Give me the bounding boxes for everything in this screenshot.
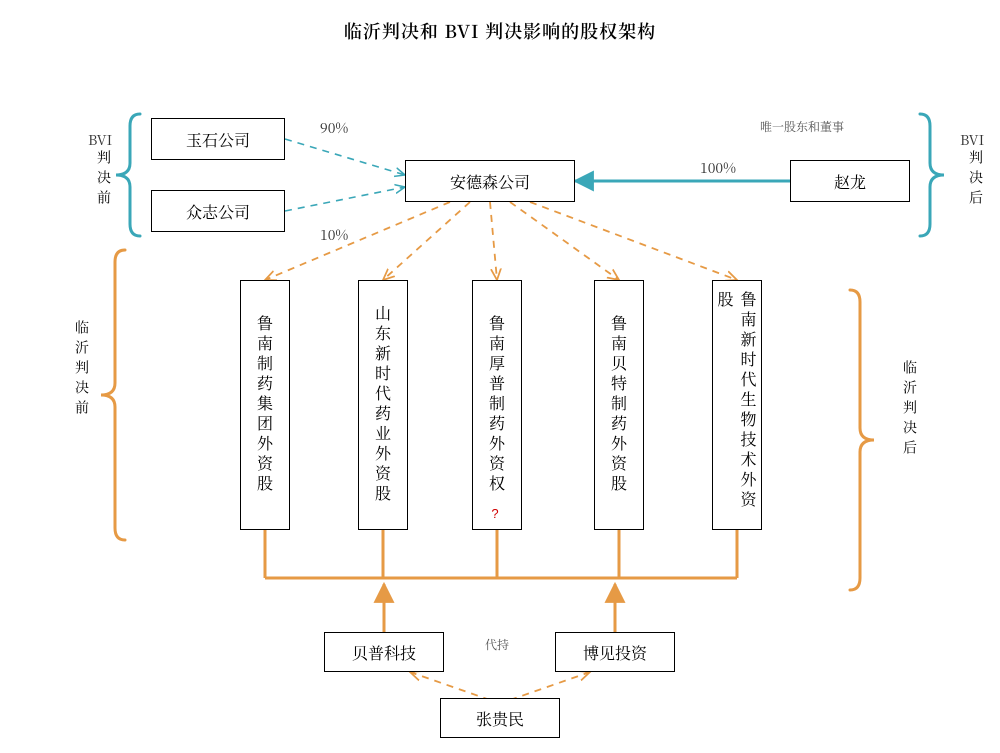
label-daichi: 代持 xyxy=(485,636,509,653)
node-anderson: 安德森公司 xyxy=(405,160,575,202)
node-bojian: 博见投资 xyxy=(555,632,675,672)
node-label: 鲁南制药集团外资股 xyxy=(254,315,277,495)
node-label: 赵龙 xyxy=(834,170,866,193)
node-label: 鲁南厚普制药外资权 xyxy=(486,315,509,495)
label-linyi-before: 临沂判决前 xyxy=(72,320,92,420)
label-bvi-after-top: BVI xyxy=(960,130,984,150)
label-bvi-before-v: 判决前 xyxy=(94,150,114,210)
red-question-mark: ? xyxy=(491,506,502,521)
node-label: 安德森公司 xyxy=(450,170,530,193)
node-label: 鲁南新时代生物技术外资股 xyxy=(714,291,760,519)
label-90pct: 90% xyxy=(320,118,348,138)
node-label: 贝普科技 xyxy=(352,641,416,664)
node-label: 众志公司 xyxy=(186,200,250,223)
node-yushi: 玉石公司 xyxy=(151,118,285,160)
node-sub5: 鲁南新时代生物技术外资股 xyxy=(712,280,762,530)
node-zhongzhi: 众志公司 xyxy=(151,190,285,232)
label-linyi-after: 临沂判决后 xyxy=(900,360,920,460)
label-100pct: 100% xyxy=(700,158,736,178)
label-sole-shareholder: 唯一股东和董事 xyxy=(760,118,844,135)
node-label: 张贵民 xyxy=(476,707,524,730)
node-sub3: 鲁南厚普制药外资权 ? xyxy=(472,280,522,530)
node-sub4: 鲁南贝特制药外资股 xyxy=(594,280,644,530)
label-bvi-after-v: 判决后 xyxy=(966,150,986,210)
node-beipu: 贝普科技 xyxy=(324,632,444,672)
node-label: 山东新时代药业外资股 xyxy=(372,305,395,505)
page-title: 临沂判决和 BVI 判决影响的股权架构 xyxy=(0,18,1000,44)
label-10pct: 10% xyxy=(320,225,348,245)
node-sub1: 鲁南制药集团外资股 xyxy=(240,280,290,530)
diagram-stage: 临沂判决和 BVI 判决影响的股权架构 玉石公司 众志公司 xyxy=(0,0,1000,753)
label-bvi-before-top: BVI xyxy=(88,130,112,150)
node-label: 鲁南贝特制药外资股 xyxy=(608,315,631,495)
node-sub2: 山东新时代药业外资股 xyxy=(358,280,408,530)
node-zhaolong: 赵龙 xyxy=(790,160,910,202)
node-zhang: 张贵民 xyxy=(440,698,560,738)
node-label: 博见投资 xyxy=(583,641,647,664)
node-label: 玉石公司 xyxy=(186,128,250,151)
